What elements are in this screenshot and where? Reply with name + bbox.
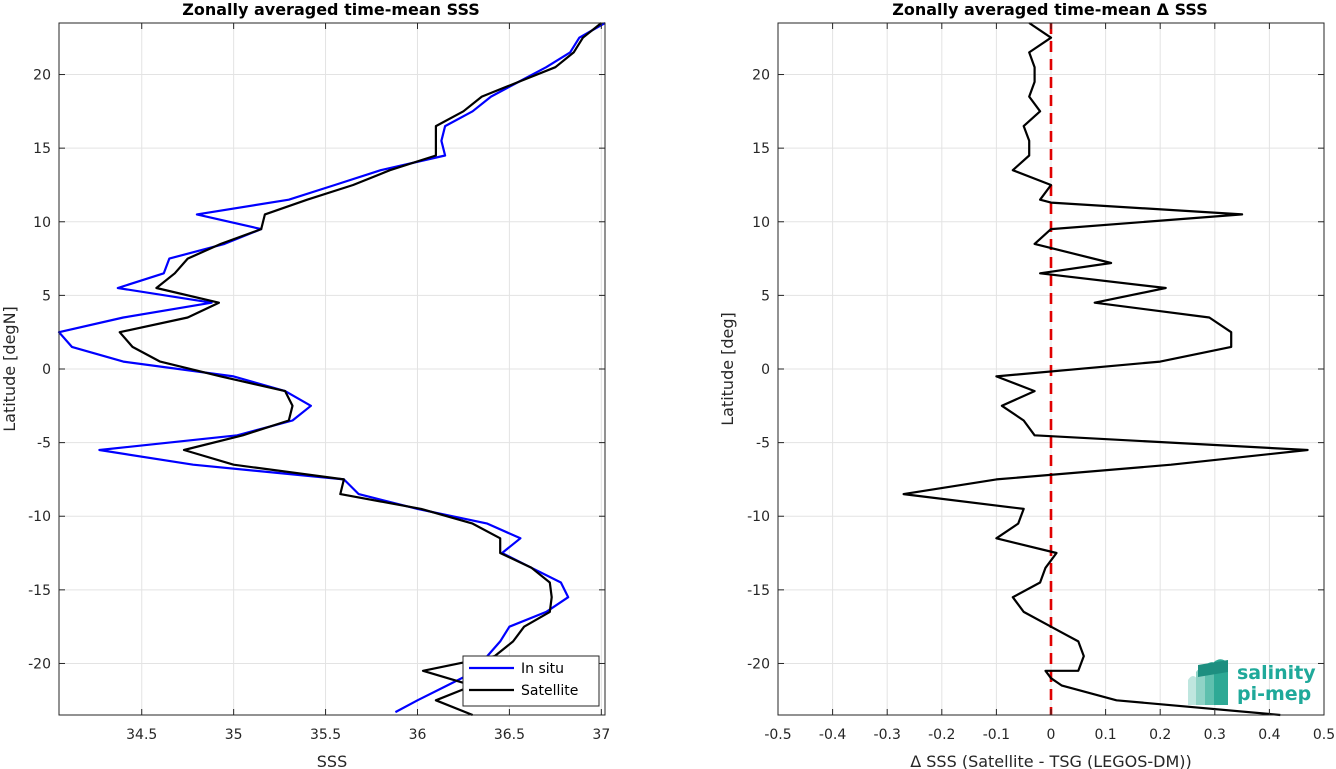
x-tick-label: -0.5 xyxy=(764,727,791,743)
y-axis-label: Latitude [degN] xyxy=(0,306,19,432)
legend-label-satellite: Satellite xyxy=(521,683,578,699)
ticks: 34.5 35 35.5 36 36.5 37 -20 -15 -10 -5 0 5 10 15 20 xyxy=(28,23,610,743)
x-axis-label: Δ SSS (Satellite - TSG (LEGOS-DM)) xyxy=(910,752,1192,769)
grid xyxy=(59,23,605,715)
x-tick-label: 0.1 xyxy=(1094,727,1116,743)
y-tick-label: 5 xyxy=(42,288,51,304)
x-tick-label: 0 xyxy=(1047,727,1056,743)
x-tick-label: -0.1 xyxy=(983,727,1010,743)
y-tick-label: 15 xyxy=(752,141,770,157)
series-line-in-situ xyxy=(57,22,606,714)
x-tick-label: 36.5 xyxy=(494,727,525,743)
y-axis-label: Latitude [deg] xyxy=(718,312,737,426)
y-tick-label: -10 xyxy=(28,509,51,525)
x-tick-label: -0.4 xyxy=(819,727,846,743)
y-tick-label: 5 xyxy=(761,288,770,304)
x-tick-label: 37 xyxy=(592,727,610,743)
x-tick-label: 35 xyxy=(225,727,243,743)
series-group xyxy=(57,22,606,717)
x-tick-label: -0.2 xyxy=(928,727,955,743)
legend-box xyxy=(462,655,600,707)
y-tick-label: -5 xyxy=(756,436,770,452)
x-tick-label: 0.5 xyxy=(1313,727,1335,743)
chart-title: Zonally averaged time-mean SSS xyxy=(182,0,480,19)
x-tick-label: 34.5 xyxy=(126,727,157,743)
legend-label-in-situ: In situ xyxy=(521,661,564,677)
x-tick-label: -0.3 xyxy=(874,727,901,743)
delta-sss-chart: Zonally averaged time-mean Δ SSS -0.5 -0.… xyxy=(718,0,1335,769)
x-tick-label: 36 xyxy=(409,727,427,743)
series-line-delta-sss xyxy=(902,22,1309,717)
x-tick-label: 0.4 xyxy=(1258,727,1280,743)
series-group xyxy=(902,22,1309,717)
y-tick-label: 20 xyxy=(752,68,770,84)
y-tick-label: 10 xyxy=(752,215,770,231)
y-tick-label: -10 xyxy=(747,509,770,525)
chart-title: Zonally averaged time-mean Δ SSS xyxy=(892,0,1208,19)
y-tick-label: -15 xyxy=(28,583,51,599)
y-tick-label: -5 xyxy=(37,436,51,452)
y-tick-label: 20 xyxy=(33,68,51,84)
x-tick-label: 0.2 xyxy=(1149,727,1171,743)
ticks: -0.5 -0.4 -0.3 -0.2 -0.1 0 0.1 0.2 0.3 0.4 0.5 -20 -… xyxy=(747,23,1335,743)
y-tick-label: -20 xyxy=(28,656,51,672)
logo-waves-icon xyxy=(1188,659,1228,705)
x-tick-label: 35.5 xyxy=(310,727,341,743)
series-line-satellite xyxy=(118,22,602,717)
x-tick-label: 0.3 xyxy=(1204,727,1226,743)
x-axis-label: SSS xyxy=(317,752,347,769)
logo-line-2: pi-mep xyxy=(1237,683,1311,705)
y-tick-label: 0 xyxy=(42,362,51,378)
y-tick-label: 10 xyxy=(33,215,51,231)
sss-chart: Zonally averaged time-mean SSS 34.5 35 35.… xyxy=(0,0,610,769)
y-tick-label: 0 xyxy=(761,362,770,378)
y-tick-label: 15 xyxy=(33,141,51,157)
salinity-pi-mep-logo: salinity pi-mep xyxy=(1188,659,1316,705)
legend: In situ Satellite xyxy=(462,655,600,707)
y-tick-label: -20 xyxy=(747,656,770,672)
y-tick-label: -15 xyxy=(747,583,770,599)
logo-line-1: salinity xyxy=(1237,662,1316,684)
